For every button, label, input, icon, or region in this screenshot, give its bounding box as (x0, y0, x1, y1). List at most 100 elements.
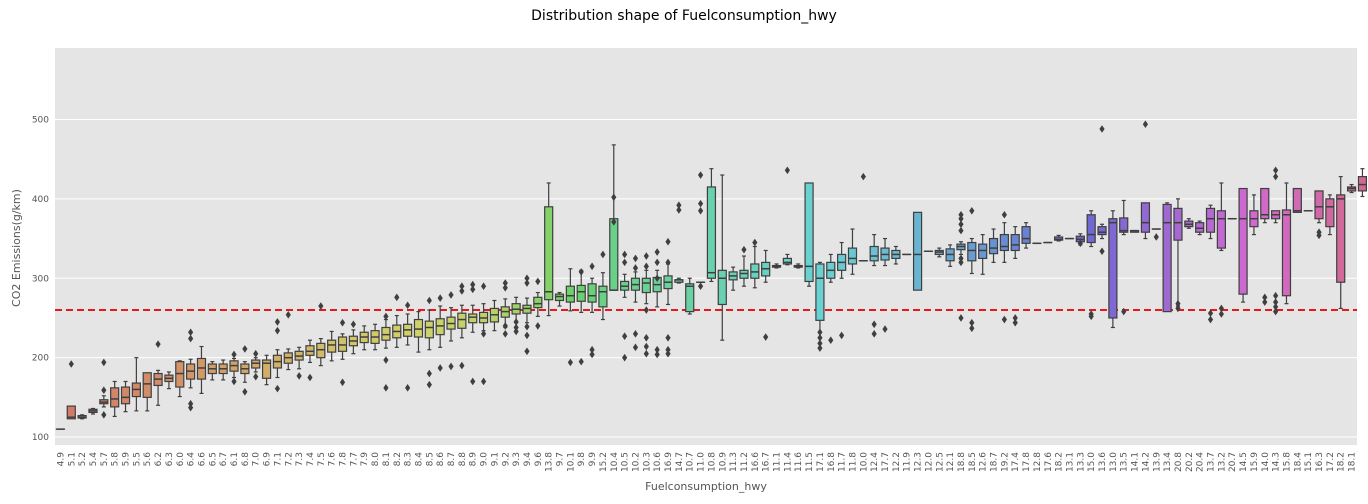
outlier-point (1012, 318, 1018, 327)
x-tick-label: 11.7 (838, 452, 848, 472)
outlier-point (676, 201, 682, 210)
x-tick-label: 19.2 (1000, 452, 1010, 472)
outlier-point (622, 258, 628, 267)
x-tick-label: 5.9 (122, 452, 132, 467)
x-tick-label: 10.0 (859, 452, 869, 472)
box-iqr (1140, 202, 1151, 233)
box-18.4 (1292, 187, 1302, 213)
x-tick-label: 7.3 (295, 452, 305, 466)
box-10.7 (685, 277, 695, 315)
x-tick-label: 13.3 (1076, 452, 1086, 472)
box-11.0 (695, 171, 706, 290)
outlier-point (871, 320, 877, 329)
box-iqr (1119, 217, 1129, 233)
x-tick-label: 6.7 (219, 452, 229, 466)
box-iqr (468, 313, 478, 324)
outlier-point (665, 345, 671, 354)
box-10.2 (630, 254, 641, 352)
box-19.2 (999, 210, 1009, 324)
box-iqr (142, 372, 152, 398)
outlier-point (1262, 293, 1268, 302)
outlier-point (68, 360, 74, 368)
box-20.4 (1195, 220, 1205, 236)
outlier-point (643, 262, 649, 271)
outlier-point (1273, 172, 1279, 181)
x-tick-label: 13.8 (545, 452, 555, 472)
outlier-point (622, 353, 628, 362)
box-18.8 (956, 210, 966, 322)
box-14.7 (674, 201, 684, 284)
box-iqr (327, 339, 337, 353)
box-iqr (175, 361, 185, 388)
outlier-point (513, 327, 519, 336)
box-iqr (1010, 233, 1020, 252)
box-14.2 (1140, 120, 1151, 240)
outlier-point (611, 193, 617, 202)
outlier-point (958, 254, 964, 263)
box-iqr (1097, 226, 1107, 236)
outlier-point (1088, 310, 1094, 318)
x-tick-label: 14.3 (1272, 452, 1282, 472)
box-iqr (750, 263, 760, 279)
box-12.2 (891, 245, 901, 265)
x-tick-label: 6.8 (241, 452, 251, 467)
outlier-point (480, 377, 487, 386)
outlier-point (1012, 314, 1018, 322)
outlier-point (394, 293, 400, 302)
outlier-point (188, 334, 194, 343)
box-11.6 (793, 263, 803, 269)
outlier-point (784, 166, 790, 175)
outlier-point (242, 345, 248, 353)
x-tick-label: 10.2 (631, 452, 641, 472)
outlier-point (502, 279, 508, 287)
box-iqr (196, 357, 207, 380)
box-15.9 (1249, 194, 1259, 236)
x-tick-label: 9.9 (588, 452, 598, 467)
outlier-point (524, 279, 530, 287)
outlier-point (1207, 315, 1214, 324)
box-iqr (609, 218, 619, 291)
box-16.7 (761, 249, 771, 341)
outlier-point (643, 334, 649, 342)
x-tick-label: 6.9 (263, 452, 273, 467)
outlier-point (958, 210, 964, 219)
x-tick-label: 13.2 (1217, 452, 1227, 472)
x-tick-label: 7.2 (284, 452, 294, 466)
box-iqr (381, 326, 391, 341)
x-tick-label: 11.5 (805, 452, 815, 472)
x-tick-label: 9.8 (577, 452, 587, 467)
box-7.7 (348, 320, 358, 355)
box-7.2 (283, 310, 293, 371)
x-tick-label: 6.2 (154, 452, 164, 466)
x-tick-label: 18.5 (968, 452, 978, 472)
x-tick-label: 6.5 (208, 452, 218, 466)
box-iqr (598, 285, 608, 308)
outlier-point (188, 399, 194, 408)
box-iqr (554, 293, 565, 302)
box-iqr (251, 359, 261, 369)
y-tick-label: 400 (32, 195, 49, 205)
outlier-point (697, 206, 704, 215)
box-17.4 (1010, 226, 1020, 327)
x-tick-label: 11.6 (794, 452, 804, 472)
outlier-point (632, 330, 639, 338)
box-12.1 (945, 244, 955, 267)
x-tick-label: 12.1 (946, 452, 956, 472)
outlier-point (437, 364, 443, 372)
outlier-point (1099, 125, 1105, 133)
box-8.8 (457, 282, 467, 370)
box-7.1 (272, 318, 283, 393)
outlier-point (676, 206, 682, 214)
outlier-point (1207, 309, 1214, 317)
x-tick-label: 17.1 (816, 452, 826, 472)
box-iqr (316, 342, 326, 359)
outlier-point (632, 264, 639, 272)
box-5.7 (99, 358, 109, 419)
box-iqr (337, 336, 348, 352)
box-iqr (869, 245, 879, 262)
box-10.9 (717, 174, 727, 341)
box-17.8 (1021, 222, 1031, 249)
box-8.2 (392, 293, 402, 348)
x-tick-label: 13.1 (1065, 452, 1075, 472)
outlier-point (763, 333, 769, 341)
